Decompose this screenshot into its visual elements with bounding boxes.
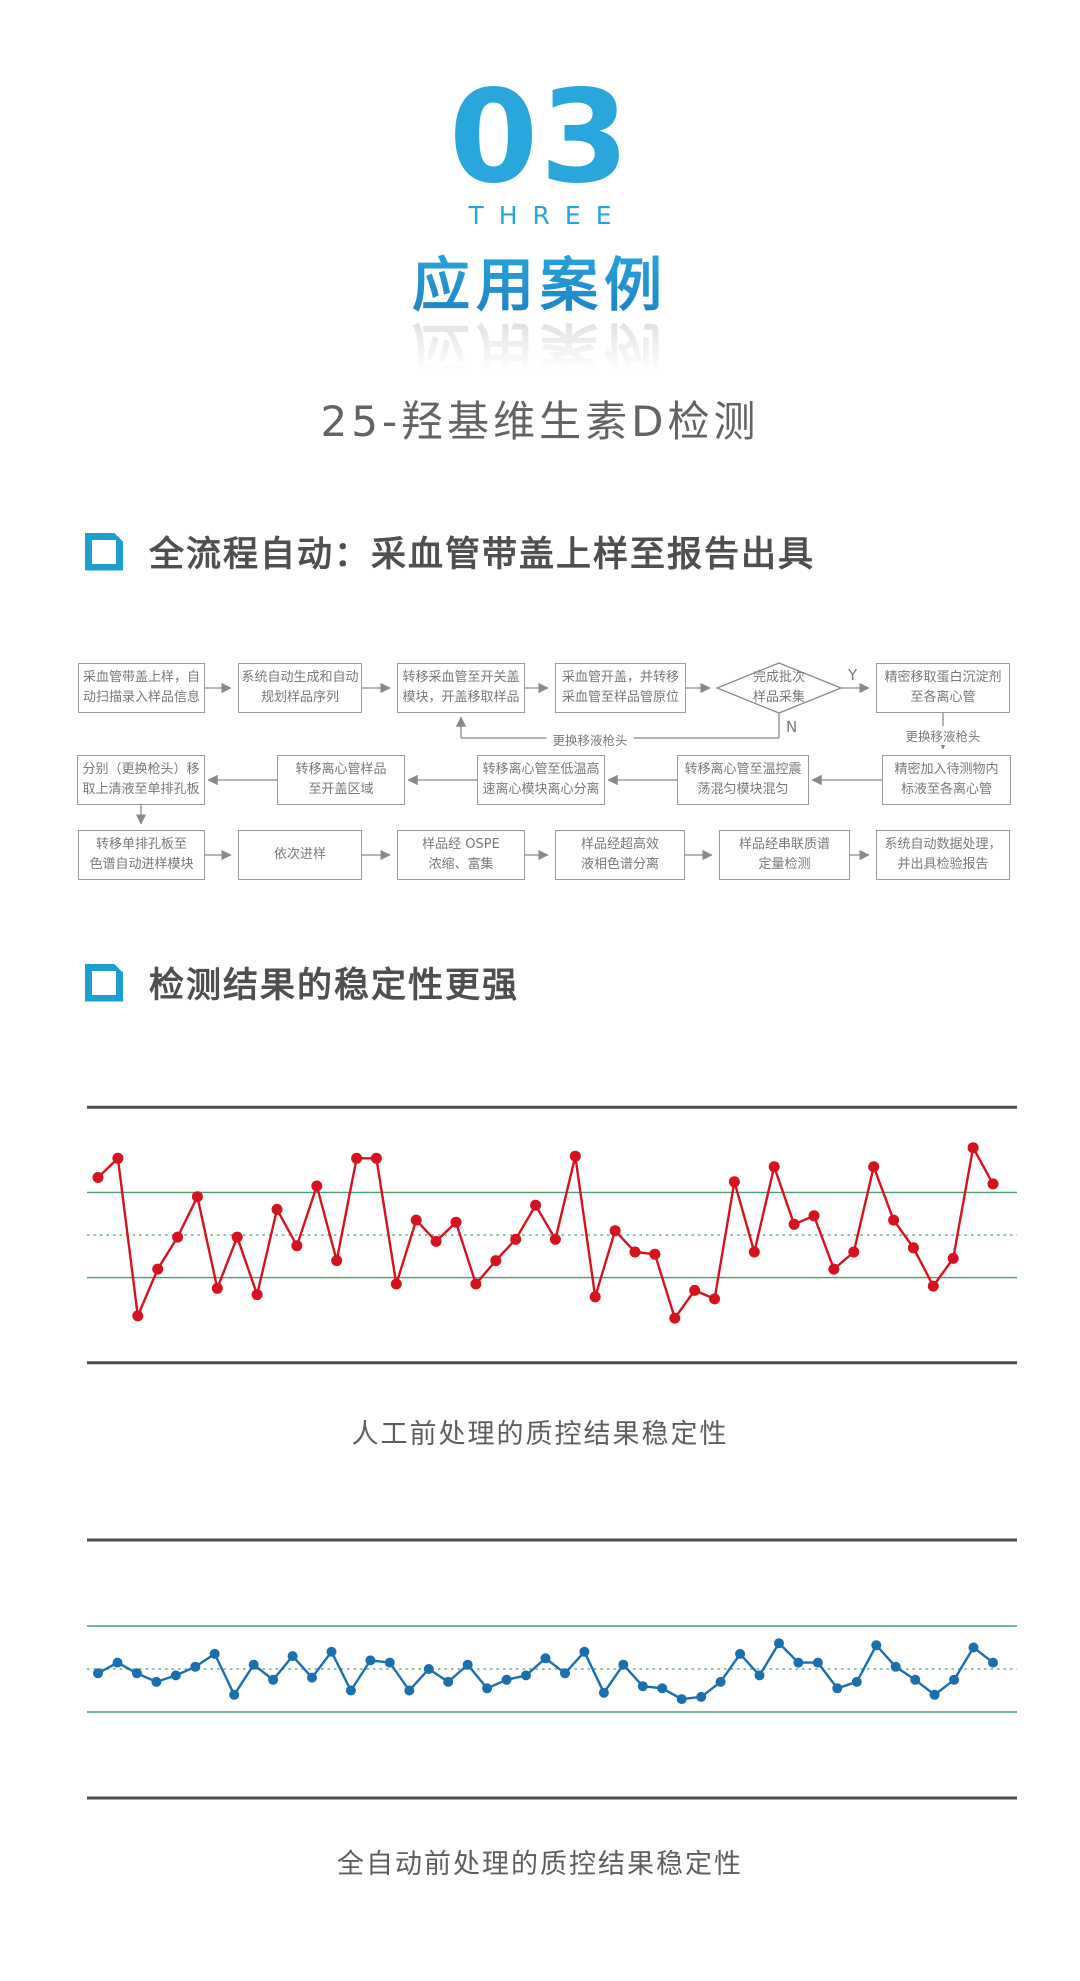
flow-decision-batch-done: 完成批次 样品采集: [752, 669, 805, 705]
chart-caption-automated: 全自动前处理的质控结果稳定性: [337, 1849, 743, 1880]
qc-chart-automated: [87, 1538, 1017, 1800]
flow-step-plan-sequence: 系统自动生成和自动 规划样品序列: [238, 663, 362, 713]
flow-step-load-tubes: 采血管带盖上样，自 动扫描录入样品信息: [78, 663, 205, 713]
flow-step-vortex-mix: 转移离心管至温控震 荡混匀模块混匀: [677, 755, 809, 805]
chapter-word: THREE: [468, 201, 627, 230]
flow-step-decap-area: 转移离心管样品 至开盖区域: [277, 755, 405, 805]
flow-step-add-precipitant: 精密移取蛋白沉淀剂 至各离心管: [876, 663, 1010, 713]
loop-change-tip-label: 更换移液枪头: [546, 730, 634, 749]
change-tip-label: 更换移液枪头: [899, 726, 987, 745]
section-stability-heading: 检测结果的稳定性更强: [85, 957, 519, 1008]
chapter-title: 应用案例: [0, 238, 1080, 322]
square-bullet-icon: [85, 532, 123, 571]
chapter-number: 03: [448, 63, 632, 212]
workflow-flowchart: 采血管带盖上样，自 动扫描录入样品信息 系统自动生成和自动 规划样品序列 转移采…: [0, 630, 1080, 930]
section-workflow-title: 全流程自动：采血管带盖上样至报告出具: [149, 535, 816, 575]
flow-step-uhplc-separate: 样品经超高效 液相色谱分离: [555, 830, 685, 880]
flow-step-centrifuge: 转移离心管至低温高 速离心模块离心分离: [477, 755, 605, 805]
flow-step-to-autosampler: 转移单排孔板至 色谱自动进样模块: [78, 830, 205, 880]
flow-step-msms-quantify: 样品经串联质谱 定量检测: [719, 830, 850, 880]
flow-step-decap-module: 转移采血管至开关盖 模块，开盖移取样品: [397, 663, 525, 713]
flow-step-add-internal-standard: 精密加入待测物内 标液至各离心管: [882, 755, 1011, 805]
chart-caption-manual: 人工前处理的质控结果稳定性: [351, 1419, 729, 1450]
qc-chart-manual: [87, 1105, 1017, 1365]
flow-step-transfer-supernatant: 分别（更换枪头）移 取上清液至单排孔板: [77, 755, 205, 805]
flow-step-report: 系统自动数据处理， 并出具检验报告: [876, 830, 1010, 880]
chapter-title-reflection: 应用案例: [411, 315, 668, 383]
section-workflow-heading: 全流程自动：采血管带盖上样至报告出具: [85, 526, 815, 577]
flow-step-ospe-enrich: 样品经 OSPE 浓缩、富集: [397, 830, 525, 880]
flow-step-return-tube: 采血管开盖，并转移 采血管至样品管原位: [555, 663, 686, 713]
flow-step-inject: 依次进样: [238, 830, 362, 880]
square-bullet-icon: [85, 963, 123, 1002]
page-subtitle: 25-羟基维生素D检测: [320, 397, 760, 446]
decision-yes-label: Y: [848, 666, 858, 684]
decision-no-label: N: [786, 718, 798, 736]
section-stability-title: 检测结果的稳定性更强: [149, 966, 520, 1006]
